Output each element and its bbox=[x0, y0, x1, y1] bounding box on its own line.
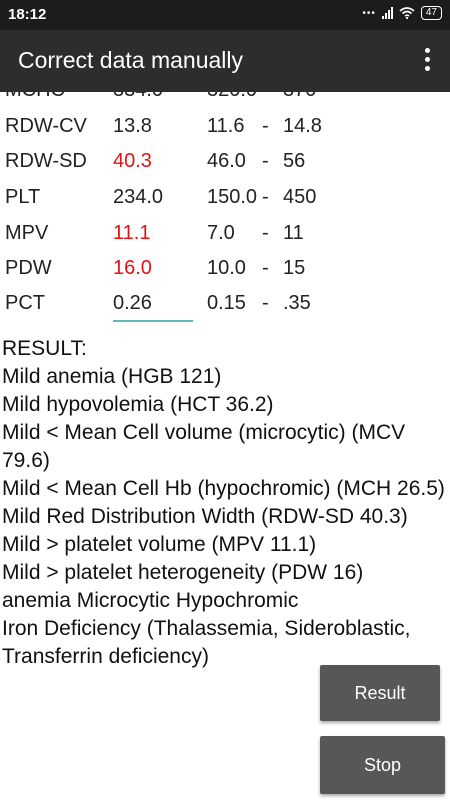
range-high: 14.8 bbox=[283, 115, 322, 137]
range-dash: - bbox=[262, 115, 269, 137]
wifi-icon bbox=[399, 7, 415, 19]
result-line: Mild < Mean Cell volume (microcytic) (MC… bbox=[2, 421, 406, 472]
range-dash: - bbox=[262, 222, 269, 244]
row-label: RDW-CV bbox=[5, 115, 87, 137]
result-line: Mild > platelet volume (MPV 11.1) bbox=[2, 533, 317, 556]
range-high: 370 bbox=[283, 92, 316, 102]
value-field[interactable]: 234.0 bbox=[113, 186, 164, 208]
result-line: Mild < Mean Cell Hb (hypochromic) (MCH 2… bbox=[2, 477, 445, 500]
range-high: 11 bbox=[283, 222, 304, 244]
value-field[interactable]: 16.0 bbox=[113, 257, 152, 279]
range-low: 7.0 bbox=[207, 222, 235, 244]
range-dash: - bbox=[262, 257, 269, 279]
status-bar: 18:12 ••• 47 bbox=[0, 0, 450, 30]
result-line: Mild > platelet heterogeneity (PDW 16) bbox=[2, 561, 364, 584]
table-row: MPV 11.1 7.0 - 11 bbox=[0, 222, 450, 257]
app-bar: Correct data manually bbox=[0, 30, 450, 92]
range-high: 450 bbox=[283, 186, 317, 208]
value-field[interactable]: 13.8 bbox=[113, 115, 152, 137]
range-low: 11.6 bbox=[207, 115, 245, 137]
row-label: PDW bbox=[5, 257, 52, 279]
table-row: PCT 0.26 0.15 - .35 bbox=[0, 292, 450, 327]
result-line: anemia Microcytic Hypochromic bbox=[2, 589, 299, 612]
value-field-focused[interactable]: 0.26 bbox=[113, 292, 152, 314]
result-header: RESULT: bbox=[2, 337, 87, 360]
range-low: 320.0 bbox=[207, 92, 257, 102]
row-label: MPV bbox=[5, 222, 49, 244]
result-line: Mild hypovolemia (HCT 36.2) bbox=[2, 393, 274, 416]
range-high: 15 bbox=[283, 257, 306, 279]
battery-icon: 47 bbox=[420, 6, 442, 20]
clock: 18:12 bbox=[8, 6, 47, 23]
result-text: RESULT: Mild anemia (HGB 121) Mild hypov… bbox=[2, 335, 450, 671]
status-icons: ••• 47 bbox=[362, 6, 442, 20]
table-row: MCHC 334.0 320.0 - 370 bbox=[0, 92, 450, 114]
range-high: .35 bbox=[283, 292, 311, 314]
table-row: PDW 16.0 10.0 - 15 bbox=[0, 257, 450, 292]
stop-button[interactable]: Stop bbox=[320, 736, 445, 794]
range-low: 10.0 bbox=[207, 257, 246, 279]
overflow-menu-icon[interactable] bbox=[422, 48, 432, 74]
range-low: 46.0 bbox=[207, 150, 246, 172]
row-label: PLT bbox=[5, 186, 41, 208]
signal-icon bbox=[381, 7, 393, 19]
row-label: MCHC bbox=[5, 92, 65, 102]
range-low: 150.0 bbox=[207, 186, 258, 208]
table-row: RDW-SD 40.3 46.0 - 56 bbox=[0, 150, 450, 185]
page-title: Correct data manually bbox=[18, 47, 243, 73]
result-line: Mild anemia (HGB 121) bbox=[2, 365, 222, 388]
scroll-content[interactable]: MCHC 334.0 320.0 - 370 RDW-CV 13.8 11.6 … bbox=[0, 92, 450, 800]
range-dash: - bbox=[262, 92, 269, 102]
table-row: PLT 234.0 150.0 - 450 bbox=[0, 186, 450, 221]
range-dash: - bbox=[262, 186, 269, 208]
row-label: RDW-SD bbox=[5, 150, 87, 172]
input-underline bbox=[113, 320, 193, 322]
range-dash: - bbox=[262, 292, 269, 314]
result-line: Mild Red Distribution Width (RDW-SD 40.3… bbox=[2, 505, 408, 528]
table-row: RDW-CV 13.8 11.6 - 14.8 bbox=[0, 115, 450, 150]
value-field[interactable]: 11.1 bbox=[113, 222, 151, 244]
result-line: Iron Deficiency (Thalassemia, Sideroblas… bbox=[2, 617, 411, 668]
result-button[interactable]: Result bbox=[320, 665, 440, 721]
range-low: 0.15 bbox=[207, 292, 246, 314]
value-field[interactable]: 40.3 bbox=[113, 150, 152, 172]
notification-dots-icon: ••• bbox=[362, 7, 376, 19]
value-field[interactable]: 334.0 bbox=[113, 92, 163, 102]
row-label: PCT bbox=[5, 292, 45, 314]
range-high: 56 bbox=[283, 150, 306, 172]
range-dash: - bbox=[262, 150, 269, 172]
